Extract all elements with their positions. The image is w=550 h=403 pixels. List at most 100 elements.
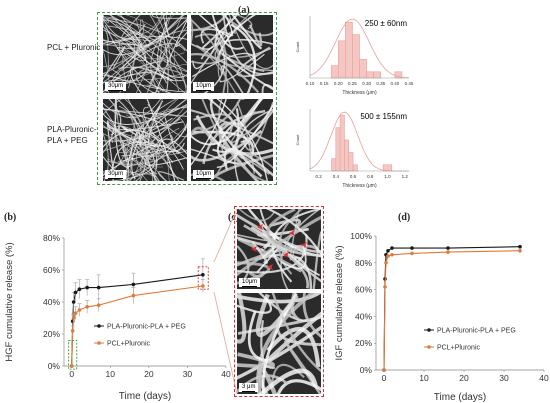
data-point [77, 287, 82, 291]
data-point [69, 364, 74, 368]
histogram-bar [339, 114, 345, 172]
y-tick-label: 60% [43, 265, 60, 275]
histogram-annotation: 250 ± 60nm [365, 19, 408, 28]
y-tick-label: 40% [43, 297, 60, 307]
histogram-pcl: 0.10 0.15 0.20 0.25 0.30 0.35 0.40 0.45 Thicknes… [292, 10, 417, 100]
data-point [71, 300, 76, 304]
fiber [103, 125, 128, 181]
fiber [166, 15, 187, 39]
fiber [103, 19, 146, 59]
row-label-pla: PLA-Pluronic- PLA + PEG [47, 124, 96, 146]
histogram-bar [330, 65, 339, 79]
fiber [117, 124, 187, 166]
fiber [230, 110, 273, 144]
y-tick-label: 20% [355, 338, 372, 348]
sem-image-pcl-low: 30μm [103, 15, 187, 93]
legend-label: PLA-Pluronic-PLA + PEG [107, 324, 186, 331]
histogram-x-label: Thickness (μm) [342, 183, 377, 189]
fiber [203, 34, 226, 93]
fiber [284, 340, 321, 394]
fiber-texture [237, 209, 321, 289]
histogram-bar [348, 152, 354, 172]
y-tick-label: 80% [43, 233, 60, 243]
data-point [201, 284, 205, 288]
histogram-x-tick: 0.25 [348, 81, 357, 86]
data-point [73, 311, 78, 315]
fiber [119, 149, 187, 162]
legend-label: PLA-Pluronic-PLA + PEG [437, 328, 516, 335]
red-arrow-marker [289, 230, 295, 236]
fiber [103, 18, 146, 40]
fiber [231, 15, 263, 50]
fiber [235, 15, 253, 30]
fiber [120, 125, 157, 148]
red-arrow-marker [251, 246, 257, 252]
fiber [266, 327, 321, 368]
fiber [191, 148, 227, 169]
fiber [130, 157, 158, 178]
fiber [236, 46, 273, 78]
scale-bar: 30μm [105, 82, 127, 91]
fiber [103, 16, 109, 24]
y-tick-label: 0% [360, 365, 373, 375]
y-tick-label: 100% [350, 231, 372, 241]
data-point [70, 329, 75, 333]
histogram-x-label: Thickness (μm) [342, 90, 377, 96]
red-arrow-marker [257, 224, 263, 230]
fiber [191, 99, 227, 166]
histogram-x-tick: 0.8 [367, 174, 374, 179]
fiber [191, 17, 194, 46]
fiber [212, 108, 240, 153]
legend-marker [427, 328, 431, 332]
histogram-x-tick: 0.4 [333, 174, 340, 179]
fiber [254, 253, 313, 289]
sem-image-c-bottom: 3 μm [237, 293, 321, 394]
x-axis-label: Time (days) [119, 391, 171, 402]
histogram-bar [373, 71, 382, 79]
legend-label: PCL+Pluronic [107, 341, 150, 348]
fiber [128, 112, 157, 181]
data-point [518, 244, 522, 249]
chart-hgf-release: 0% 20% 40% 60% 80% 0 10 20 30 40 Time (days) HGF cu… [4, 233, 231, 402]
data-point [518, 248, 522, 253]
series-line [383, 246, 521, 371]
fiber [147, 103, 187, 138]
chart-igf-release: 0% 20% 40% 60% 80% 100% 0 10 20 30 40 Time (days) IG… [334, 231, 549, 403]
data-point [386, 248, 390, 253]
fiber [103, 103, 187, 125]
y-axis-label: IGF cumulative release (%) [334, 245, 345, 360]
x-tick-label: 20 [144, 369, 154, 379]
fiber [104, 24, 172, 93]
data-point [85, 305, 89, 309]
scale-bar: 10μm [193, 82, 215, 91]
fiber [116, 18, 187, 49]
histogram-bar [337, 40, 346, 79]
data-point [386, 254, 390, 258]
fiber [157, 171, 185, 181]
scale-bar: 10μm [193, 170, 215, 179]
highlight-box-final [197, 266, 209, 290]
row-label-pla-line2: PLA + PEG [47, 136, 88, 145]
histogram-x-tick: 0.40 [390, 81, 399, 86]
data-point [131, 282, 136, 287]
histogram-bar [359, 59, 367, 79]
data-point [131, 293, 136, 298]
fiber-texture [103, 15, 187, 93]
fiber [237, 352, 275, 369]
fiber [216, 99, 268, 181]
data-point [446, 250, 450, 254]
x-tick-label: 0 [69, 369, 74, 379]
histogram-x-tick: 0.15 [320, 81, 329, 86]
fiber [103, 63, 187, 93]
fiber [258, 368, 318, 394]
histogram-x-tick: 0.10 [306, 81, 315, 86]
fiber [302, 293, 321, 339]
histogram-bar [352, 164, 358, 172]
fiber [191, 99, 242, 136]
sem-image-pcl-high: 10μm [191, 15, 273, 93]
fiber [209, 99, 263, 178]
fiber [290, 293, 301, 322]
fiber [280, 244, 307, 270]
fiber-texture [191, 99, 273, 181]
fiber [269, 218, 302, 228]
